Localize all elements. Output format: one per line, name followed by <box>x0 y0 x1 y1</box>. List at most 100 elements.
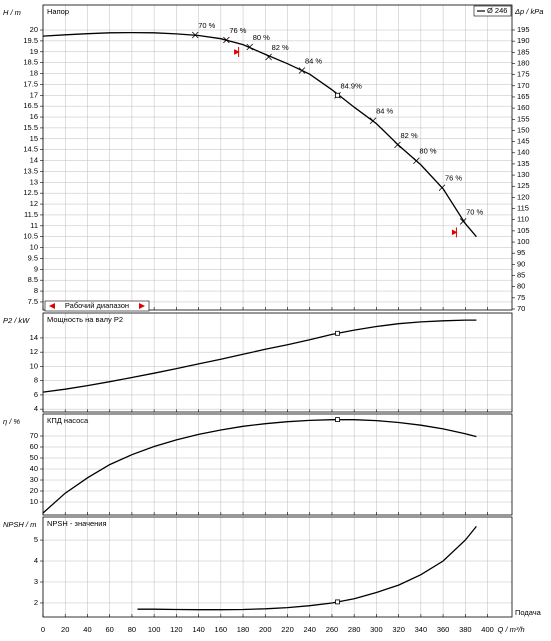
y-tick-label: 6 <box>34 390 38 399</box>
panel-title: КПД насоса <box>47 416 89 425</box>
y-tick-label: 10 <box>30 361 38 370</box>
y2-axis-label: Δp / kPa <box>514 7 543 16</box>
range-label: Рабочий диапазон <box>65 301 129 310</box>
y-tick-label: 9.5 <box>28 253 38 262</box>
y2-tick-label: 145 <box>517 137 530 146</box>
y2-tick-label: 105 <box>517 226 530 235</box>
x-tick-label: 80 <box>128 625 136 634</box>
operating-limit <box>451 227 458 238</box>
y-axis-label: NPSH / m <box>3 520 36 529</box>
curve <box>137 525 477 611</box>
efficiency-marker <box>369 117 377 125</box>
legend-box <box>473 5 512 17</box>
efficiency-label: 84 % <box>305 56 322 65</box>
y-tick-label: 19 <box>30 47 38 56</box>
y-tick-label: 4 <box>34 556 38 565</box>
y-tick-label: 12.5 <box>23 188 38 197</box>
x-tick-label: 220 <box>281 625 294 634</box>
x-tick-label: 400 <box>481 625 494 634</box>
y-tick-label: 70 <box>30 431 38 440</box>
y2-tick-label: 80 <box>517 282 525 291</box>
x-tick-label: 180 <box>237 625 250 634</box>
range-arrow-right <box>139 303 145 309</box>
y2-tick-label: 190 <box>517 36 530 45</box>
panel-title: Мощность на валу P2 <box>47 315 123 324</box>
y-tick-label: 12 <box>30 347 38 356</box>
efficiency-marker <box>298 67 306 74</box>
y-tick-label: 2 <box>34 598 38 607</box>
efficiency-marker <box>246 43 253 51</box>
y2-tick-label: 155 <box>517 114 530 123</box>
y-tick-label: 17 <box>30 90 38 99</box>
x-tick-label: 40 <box>83 625 91 634</box>
y2-tick-label: 75 <box>517 293 525 302</box>
y-tick-label: 19.5 <box>23 36 38 45</box>
y-tick-label: 11 <box>30 221 38 230</box>
efficiency-marker <box>413 157 420 165</box>
y2-tick-label: 195 <box>517 25 530 34</box>
y-tick-label: 16 <box>30 112 38 121</box>
x-axis-caption: Подача <box>515 608 542 617</box>
y2-tick-label: 95 <box>517 248 525 257</box>
y-tick-label: 50 <box>30 453 38 462</box>
y2-tick-label: 100 <box>517 237 530 246</box>
y-tick-label: 13 <box>30 177 38 186</box>
efficiency-marker <box>394 141 401 149</box>
y2-tick-label: 85 <box>517 271 525 280</box>
x-tick-label: 200 <box>259 625 272 634</box>
y2-tick-label: 175 <box>517 70 530 79</box>
x-tick-label: 120 <box>170 625 183 634</box>
y-tick-label: 15 <box>30 134 38 143</box>
y-tick-label: 14 <box>30 156 38 165</box>
y-tick-label: 13.5 <box>23 166 38 175</box>
y-tick-label: 8.5 <box>28 275 38 284</box>
y2-tick-label: 90 <box>517 259 525 268</box>
duty-point <box>335 330 340 336</box>
y-tick-label: 4 <box>34 404 38 413</box>
efficiency-label: 80 % <box>253 33 270 42</box>
x-tick-label: 380 <box>459 625 472 634</box>
x-axis-label: Q / m³/h <box>498 625 525 634</box>
panel-title: Напор <box>47 7 69 16</box>
y-tick-label: 10 <box>30 243 38 252</box>
y-tick-label: 20 <box>30 25 38 34</box>
y-tick-label: 12 <box>30 199 38 208</box>
operating-limit <box>234 46 240 57</box>
efficiency-label: 76 % <box>445 174 462 183</box>
panel-frame <box>42 312 513 413</box>
y-tick-label: 7.5 <box>28 297 38 306</box>
efficiency-label: 84.9% <box>341 81 363 90</box>
curve <box>42 419 477 514</box>
y-tick-label: 3 <box>34 577 38 586</box>
efficiency-marker <box>265 53 272 61</box>
y2-tick-label: 135 <box>517 159 530 168</box>
y-tick-label: 60 <box>30 442 38 451</box>
x-tick-label: 100 <box>148 625 161 634</box>
panel-frame <box>42 516 513 618</box>
y-tick-label: 5 <box>34 535 38 544</box>
y-tick-label: 8 <box>34 286 38 295</box>
curve <box>42 319 477 393</box>
duty-point <box>335 417 340 423</box>
efficiency-label: 70 % <box>466 207 483 216</box>
y2-tick-label: 140 <box>517 148 530 157</box>
x-tick-label: 260 <box>326 625 339 634</box>
y-tick-label: 18.5 <box>23 58 38 67</box>
y2-tick-label: 130 <box>517 170 530 179</box>
y2-tick-label: 185 <box>517 47 530 56</box>
efficiency-label: 84 % <box>376 107 393 116</box>
efficiency-marker <box>438 184 446 192</box>
x-tick-label: 60 <box>106 625 114 634</box>
x-tick-label: 300 <box>370 625 383 634</box>
y2-tick-label: 150 <box>517 125 530 134</box>
x-tick-label: 0 <box>41 625 45 634</box>
y-tick-label: 15.5 <box>23 123 38 132</box>
x-tick-label: 280 <box>348 625 361 634</box>
y-tick-label: 18 <box>30 69 38 78</box>
y-tick-label: 9 <box>34 264 38 273</box>
x-tick-label: 360 <box>437 625 450 634</box>
efficiency-label: 82 % <box>401 131 418 140</box>
efficiency-marker <box>223 36 230 44</box>
x-tick-label: 20 <box>61 625 69 634</box>
